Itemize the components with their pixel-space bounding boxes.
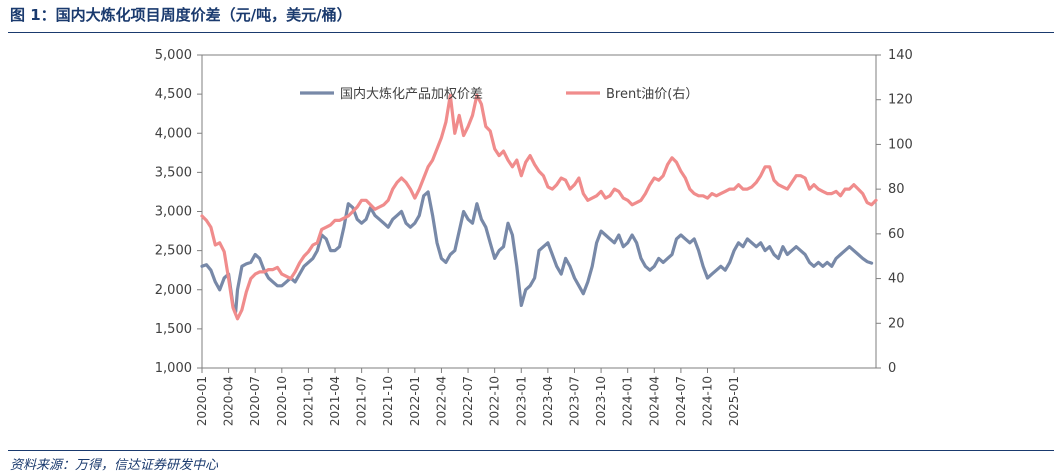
x-tick-label: 2021-04: [328, 376, 342, 426]
brent-series-line: [200, 93, 878, 321]
legend-label-spread: 国内大炼化产品加权价差: [340, 86, 483, 102]
left-y-tick-label: 1,000: [155, 361, 192, 376]
spread-series-line: [200, 190, 874, 314]
left-y-tick-label: 4,500: [155, 87, 192, 102]
left-y-axis: 1,000 1,500 2,000 2,500 3,000 3,500 4,000 4,500…: [155, 48, 202, 376]
legend-label-brent: Brent油价(右）: [606, 87, 698, 102]
chart-legend: 国内大炼化产品加权价差 Brent油价(右）: [300, 86, 698, 102]
right-y-tick-label: 40: [888, 272, 905, 287]
right-y-tick-label: 120: [888, 93, 913, 108]
x-tick-label: 2025-01: [727, 376, 741, 426]
right-y-tick-label: 80: [888, 182, 905, 197]
x-tick-label: 2022-07: [461, 376, 475, 426]
right-y-tick-label: 140: [888, 48, 913, 63]
x-tick-label: 2022-04: [434, 376, 448, 426]
x-tick-label: 2020-01: [195, 376, 209, 426]
x-tick-label: 2022-01: [408, 376, 422, 426]
right-y-axis: 0 20 40 60 80 100 120 140: [876, 48, 913, 376]
x-tick-label: 2023-04: [541, 376, 555, 426]
left-y-tick-label: 5,000: [155, 48, 192, 63]
x-tick-label: 2023-07: [567, 376, 581, 426]
title-divider: [8, 32, 1054, 33]
series-layer: [200, 93, 878, 321]
left-y-tick-label: 3,000: [155, 205, 192, 220]
x-tick-label: 2021-01: [301, 376, 315, 426]
source-note: 资料来源：万得，信达证券研发中心: [10, 458, 219, 473]
x-tick-label: 2024-04: [647, 376, 661, 426]
x-tick-label: 2020-07: [248, 376, 262, 426]
right-y-tick-label: 100: [888, 137, 913, 152]
x-tick-label: 2021-10: [381, 376, 395, 426]
x-tick-label: 2020-10: [275, 376, 289, 426]
left-y-tick-label: 1,500: [155, 322, 192, 337]
x-tick-label: 2021-07: [355, 376, 369, 426]
plot-area-border: [201, 54, 877, 369]
right-y-tick-label: 20: [888, 316, 905, 331]
footer-divider: [8, 450, 1054, 451]
x-tick-label: 2024-01: [621, 376, 635, 426]
left-y-tick-label: 2,500: [155, 244, 192, 259]
right-y-tick-label: 0: [888, 361, 896, 376]
figure-title: 图 1：国内大炼化项目周度价差（元/吨，美元/桶）: [10, 6, 352, 24]
left-y-tick-label: 2,000: [155, 283, 192, 298]
x-tick-label: 2023-01: [514, 376, 528, 426]
x-tick-label: 2024-10: [701, 376, 715, 426]
x-axis: 2020-01 2020-04 2020-07 2020-10 2021-01 2021-…: [195, 368, 741, 426]
x-tick-label: 2024-07: [674, 376, 688, 426]
x-tick-label: 2023-10: [594, 376, 608, 426]
left-y-tick-label: 3,500: [155, 165, 192, 180]
x-tick-label: 2022-10: [488, 376, 502, 426]
x-tick-label: 2020-04: [222, 376, 236, 426]
right-y-tick-label: 60: [888, 227, 905, 242]
plot-frame: [201, 54, 877, 369]
left-y-tick-label: 4,000: [155, 126, 192, 141]
